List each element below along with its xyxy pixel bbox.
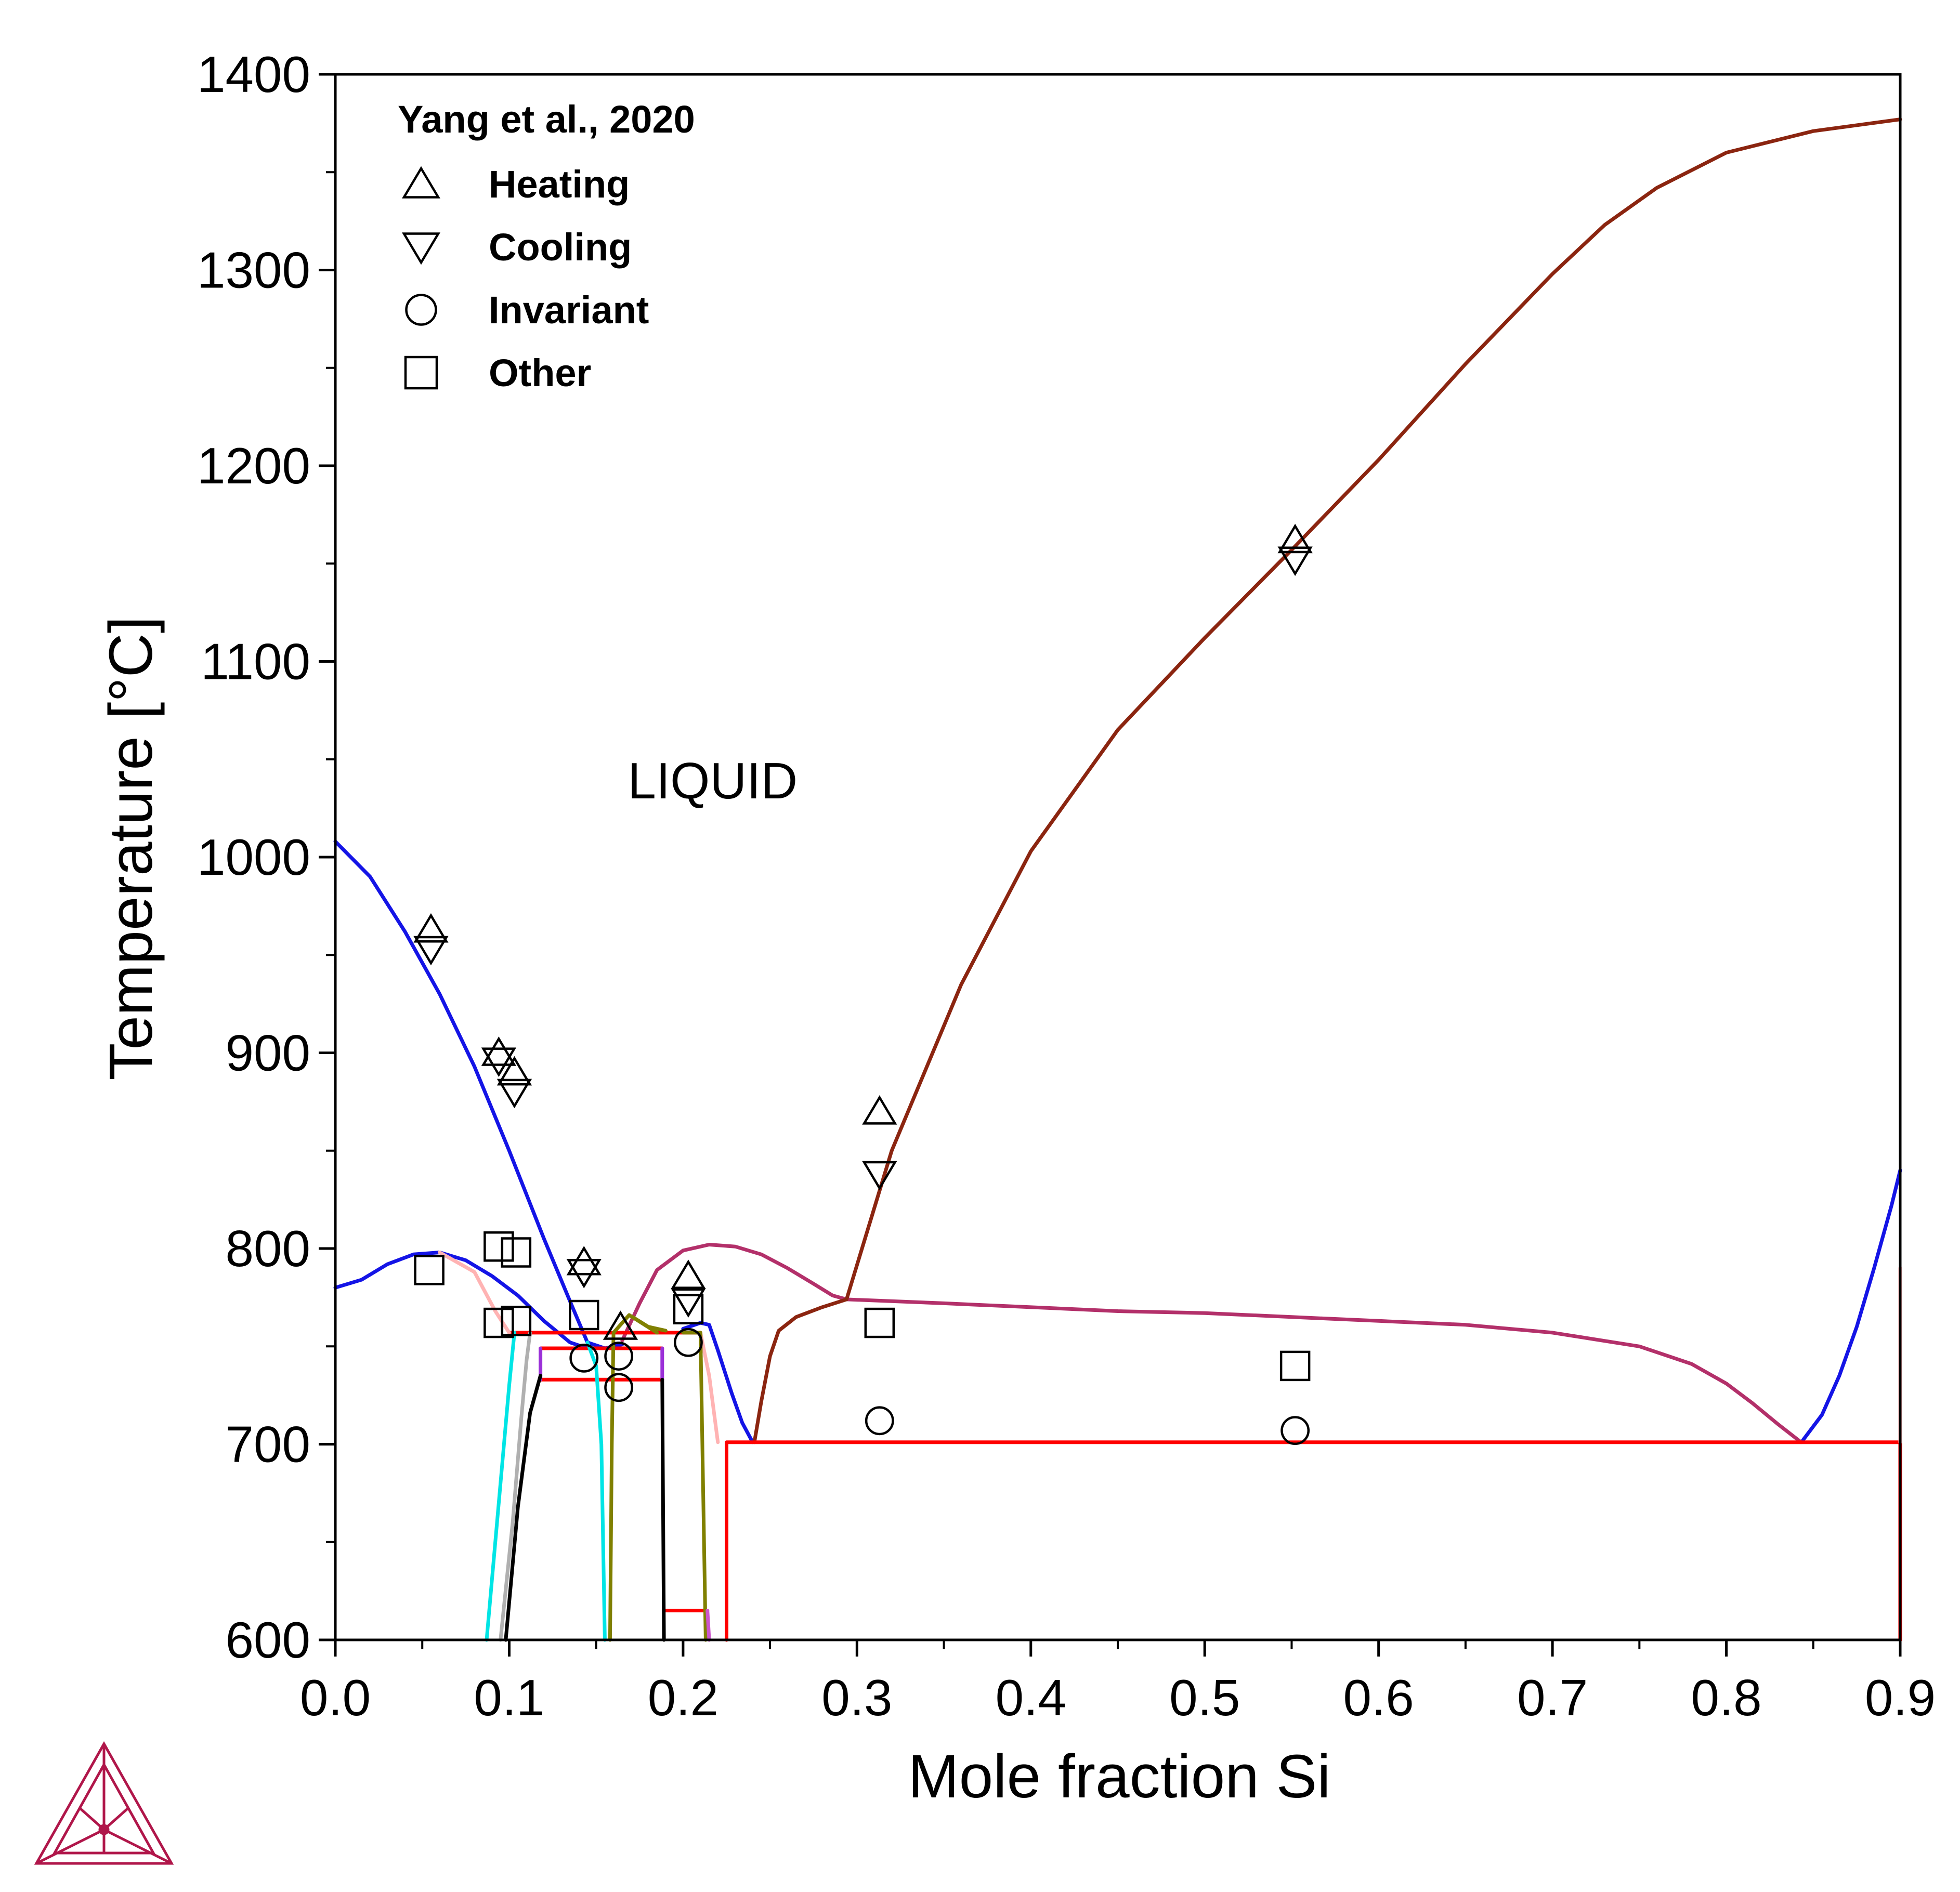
phase-boundary-line: [844, 1297, 1803, 1444]
phase-boundary-line: [485, 1331, 516, 1642]
heating-marker: [413, 913, 449, 943]
cooling-marker: [481, 1047, 517, 1077]
heating-marker: [862, 1095, 897, 1125]
phase-boundary-line: [585, 1341, 607, 1642]
x-tick-label: 0.8: [1691, 1669, 1761, 1726]
cooling-marker: [862, 1161, 897, 1191]
x-axis-label: Mole fraction Si: [908, 1742, 1330, 1811]
other-marker: [673, 1294, 704, 1324]
x-tick-label: 0.7: [1517, 1669, 1588, 1726]
other-marker: [501, 1306, 532, 1336]
other-marker: [1279, 1350, 1311, 1382]
y-tick-label: 800: [225, 1220, 310, 1277]
phase-boundary-line: [504, 1374, 543, 1642]
y-tick-label: 1100: [201, 633, 310, 690]
legend-heating-marker-icon: [402, 166, 440, 199]
y-tick-label: 1000: [197, 829, 310, 886]
legend-cooling-marker-icon: [402, 232, 440, 265]
y-tick-label: 1400: [197, 46, 310, 103]
phase-boundary-line: [844, 117, 1902, 1302]
phase-boundary-line: [681, 1331, 708, 1642]
x-tick-label: 0.4: [996, 1669, 1066, 1726]
experimental-data-markers: [413, 523, 1313, 1446]
other-marker: [484, 1231, 514, 1262]
other-marker: [501, 1237, 532, 1268]
invariant-marker: [1280, 1416, 1310, 1446]
other-marker: [484, 1307, 514, 1338]
other-marker: [864, 1307, 895, 1338]
legend-label-other: Other: [489, 351, 591, 395]
x-tick-label: 0.5: [1169, 1669, 1240, 1726]
phase-boundary-line: [681, 1321, 755, 1444]
heating-marker: [671, 1259, 706, 1289]
legend-other-marker-icon: [404, 356, 438, 390]
invariant-marker: [604, 1373, 634, 1402]
other-marker: [569, 1299, 599, 1331]
cooling-marker: [413, 936, 449, 966]
heating-marker: [1277, 523, 1313, 554]
legend-title: Yang et al., 2020: [398, 98, 695, 141]
x-tick-label: 0.6: [1343, 1669, 1414, 1726]
legend-label-cooling: Cooling: [489, 226, 632, 269]
x-tick-label: 0.0: [300, 1669, 371, 1726]
y-tick-label: 700: [225, 1416, 310, 1473]
phase-boundary-line: [499, 1331, 532, 1642]
y-tick-label: 900: [225, 1024, 310, 1082]
x-tick-label: 0.3: [821, 1669, 892, 1726]
phase-boundary-line: [660, 1377, 666, 1642]
heating-marker: [481, 1036, 517, 1066]
thermo-calc-logo-icon: [34, 1741, 174, 1865]
x-tick-label: 0.2: [648, 1669, 718, 1726]
invariant-marker: [569, 1343, 599, 1373]
phase-boundary-line: [631, 1315, 668, 1333]
phase-boundary-line: [752, 1297, 848, 1444]
axis-ticks: 0.0 0.1 0.2 0.3 0.4 0.5 0.6 0.7 0.8 0.9 600 700 800 9…: [197, 46, 1936, 1726]
phase-boundary-line: [698, 1331, 720, 1444]
phase-boundary-lines: [333, 117, 1902, 1642]
phase-boundary-line: [333, 1251, 590, 1350]
legend-label-heating: Heating: [489, 163, 630, 206]
y-tick-label: 600: [225, 1611, 310, 1668]
region-label-liquid: LIQUID: [628, 752, 798, 809]
heating-marker: [496, 1056, 532, 1086]
invariant-marker: [865, 1406, 894, 1436]
cooling-marker: [671, 1288, 706, 1318]
other-marker: [414, 1255, 445, 1285]
legend: Yang et al., 2020 Heating Cooling Invarian…: [398, 98, 695, 395]
phase-boundary-line: [705, 1609, 711, 1642]
cooling-marker: [496, 1079, 532, 1109]
cooling-marker: [566, 1258, 602, 1289]
cooling-marker: [1277, 546, 1313, 576]
y-tick-label: 1300: [197, 242, 310, 299]
phase-boundary-line: [620, 1243, 848, 1343]
y-axis-label: Temperature [°C]: [97, 616, 165, 1080]
legend-label-invariant: Invariant: [489, 288, 649, 332]
phase-boundary-line: [608, 1313, 659, 1642]
phase-boundary-line: [725, 1440, 1902, 1642]
x-tick-label: 0.9: [1865, 1669, 1936, 1726]
y-tick-label: 1200: [197, 437, 310, 494]
phase-boundary-line: [1801, 1168, 1902, 1442]
x-tick-label: 0.1: [474, 1669, 544, 1726]
phase-boundary-line: [333, 839, 624, 1350]
legend-invariant-marker-icon: [405, 294, 437, 326]
invariant-marker: [604, 1342, 634, 1371]
heating-marker: [603, 1310, 638, 1340]
invariant-marker: [674, 1328, 703, 1357]
